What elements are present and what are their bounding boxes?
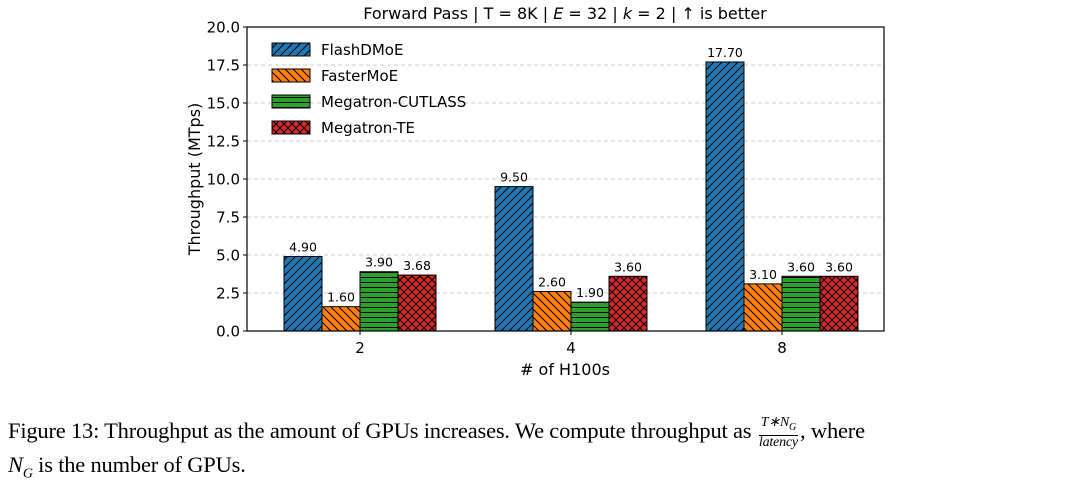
data-label: 17.70 — [707, 45, 743, 60]
y-tick-label: 12.5 — [207, 133, 240, 151]
y-tick-label: 7.5 — [216, 209, 240, 227]
data-label: 3.60 — [787, 259, 815, 274]
bar-megatron-cutlass-2 — [359, 271, 399, 332]
legend-swatch — [271, 42, 311, 57]
x-tick-label: 8 — [777, 339, 787, 357]
data-label: 2.60 — [538, 274, 566, 289]
data-label: 1.90 — [576, 285, 604, 300]
chart-title: Forward Pass | T = 8K | E = 32 | k = 2 |… — [363, 4, 767, 23]
bar-megatron-cutlass-8 — [781, 275, 821, 332]
legend: FlashDMoE FasterMoE Megatron-CUTLASS Megatr… — [271, 41, 466, 137]
bar-fastermoe-4 — [532, 290, 572, 332]
data-label: 3.68 — [403, 258, 431, 273]
legend-swatch — [271, 120, 311, 135]
bar-flashdmoe-8 — [705, 61, 745, 332]
data-label: 3.60 — [825, 259, 853, 274]
data-label: 3.10 — [749, 267, 777, 282]
bar-megatron-te-4 — [608, 275, 648, 332]
legend-label: FasterMoE — [321, 67, 398, 85]
bar-fastermoe-2 — [321, 306, 361, 332]
x-tick-label: 4 — [566, 339, 576, 357]
y-tick-label: 5.0 — [216, 247, 240, 265]
y-tick-label: 17.5 — [207, 57, 240, 75]
throughput-formula: T∗NG latency — [758, 415, 798, 450]
figure-caption: Figure 13: Throughput as the amount of G… — [8, 415, 865, 482]
y-tick-label: 0.0 — [216, 323, 240, 341]
legend-swatch — [271, 94, 311, 109]
legend-swatch — [271, 68, 311, 83]
data-label: 9.50 — [500, 170, 528, 185]
y-tick-label: 10.0 — [207, 171, 240, 189]
y-axis-label: Throughput (MTps) — [185, 103, 204, 257]
data-label: 3.90 — [365, 255, 393, 270]
bar-flashdmoe-2 — [283, 256, 323, 332]
bar-megatron-te-8 — [819, 275, 859, 332]
y-tick-label: 15.0 — [207, 95, 240, 113]
bar-fastermoe-8 — [743, 283, 783, 332]
bar-chart: Forward Pass | T = 8K | E = 32 | k = 2 |… — [185, 4, 885, 379]
bar-flashdmoe-4 — [494, 186, 534, 332]
y-tick-label: 20.0 — [207, 19, 240, 37]
caption-text: Figure 13: Throughput as the amount of G… — [8, 418, 757, 444]
legend-label: Megatron-TE — [321, 119, 415, 137]
y-tick-label: 2.5 — [216, 285, 240, 303]
legend-label: FlashDMoE — [321, 41, 403, 59]
bar-megatron-te-2 — [397, 274, 437, 332]
data-label: 3.60 — [614, 259, 642, 274]
x-axis-label: # of H100s — [520, 360, 610, 379]
bar-megatron-cutlass-4 — [570, 301, 610, 332]
data-label: 1.60 — [327, 290, 355, 305]
data-label: 4.90 — [289, 240, 317, 255]
legend-label: Megatron-CUTLASS — [321, 93, 466, 111]
x-tick-label: 2 — [355, 339, 365, 357]
